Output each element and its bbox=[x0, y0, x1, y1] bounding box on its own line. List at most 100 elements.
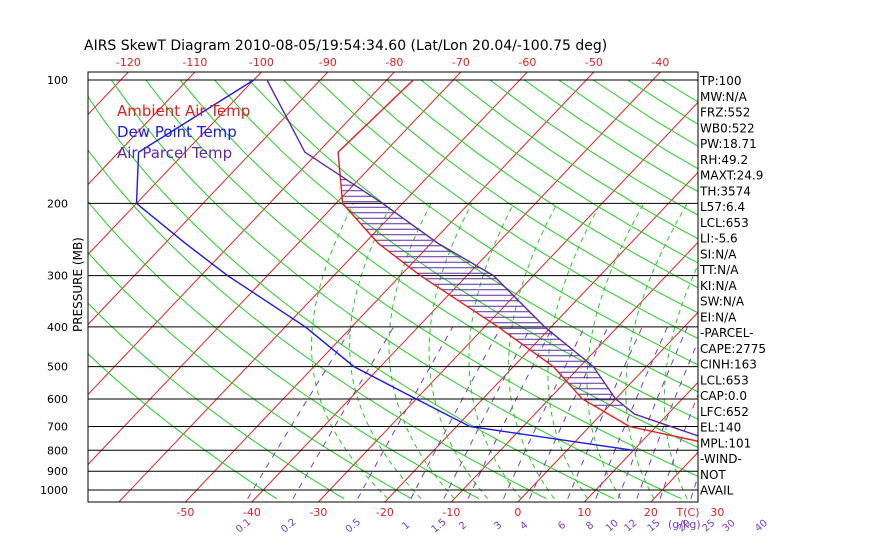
mixing-ratio-tick-label: 1 bbox=[400, 520, 412, 533]
isotherm-line bbox=[583, 381, 698, 502]
mixing-ratio-line bbox=[617, 326, 688, 499]
isotherm-line bbox=[0, 72, 62, 502]
mixing-ratio-tick-label: 10 bbox=[604, 518, 621, 535]
index-item: NOT bbox=[700, 468, 726, 482]
index-item: CAP:0.0 bbox=[700, 389, 747, 403]
dry-adiabat-line bbox=[834, 80, 870, 499]
index-item: WB0:522 bbox=[700, 121, 755, 135]
dry-adiabat-line bbox=[351, 79, 698, 314]
mixing-ratio-tick-label: 12 bbox=[622, 518, 639, 535]
dry-adiabat-line bbox=[88, 149, 547, 500]
ambient-air-temp-line bbox=[337, 79, 698, 442]
pressure-tick-label: 400 bbox=[47, 321, 68, 334]
dry-adiabat-line bbox=[214, 79, 698, 420]
moist-adiabat-line bbox=[388, 203, 455, 500]
dry-adiabat-line bbox=[248, 79, 698, 393]
moist-adiabat-line bbox=[547, 203, 601, 499]
top-temp-tick-label: -60 bbox=[518, 56, 536, 69]
moist-adiabat-line bbox=[468, 203, 522, 500]
dry-adiabat-line bbox=[455, 79, 698, 240]
dry-adiabat-line bbox=[145, 79, 698, 477]
dry-adiabat-line bbox=[283, 79, 698, 366]
index-item: MAXT:24.9 bbox=[700, 169, 763, 183]
pressure-tick-label: 700 bbox=[47, 420, 68, 433]
pressure-tick-label: 500 bbox=[47, 361, 68, 374]
mixing-ratio-tick-label: 6 bbox=[556, 520, 568, 533]
index-item: EL:140 bbox=[700, 421, 741, 435]
moist-adiabat-line bbox=[349, 203, 422, 500]
dry-adiabat-line bbox=[420, 79, 698, 264]
mixing-ratio-line bbox=[636, 340, 698, 499]
chart-title: AIRS SkewT Diagram 2010-08-05/19:54:34.6… bbox=[84, 38, 607, 54]
index-item: MW:N/A bbox=[700, 90, 748, 104]
index-item: FRZ:552 bbox=[700, 106, 750, 120]
isotherm-line bbox=[517, 311, 698, 502]
mixing-ratio-tick-label: 2 bbox=[457, 520, 469, 533]
isotherm-line bbox=[88, 72, 129, 116]
bottom-temp-tick-label: 20 bbox=[644, 506, 658, 519]
dry-adiabat-line bbox=[800, 80, 870, 499]
isotherm-line bbox=[88, 72, 329, 326]
index-item: -PARCEL- bbox=[700, 326, 754, 340]
mixing-ratio-tick-label: 40 bbox=[753, 518, 770, 535]
top-temp-tick-label: -40 bbox=[651, 56, 669, 69]
dry-adiabat-line bbox=[317, 79, 698, 340]
legend-item: Dew Point Temp bbox=[117, 123, 237, 141]
index-item: LI:-5.6 bbox=[700, 232, 738, 246]
index-item: SI:N/A bbox=[700, 247, 737, 261]
mixing-ratio-tick-label: 0.2 bbox=[279, 517, 298, 536]
index-item: LCL:653 bbox=[700, 216, 749, 230]
bottom-temp-tick-label: 30 bbox=[710, 506, 724, 519]
index-item: TH:3574 bbox=[699, 184, 751, 198]
top-temp-tick-label: -120 bbox=[116, 56, 141, 69]
dry-adiabat-line bbox=[88, 353, 278, 500]
index-item: CAPE:2775 bbox=[700, 342, 766, 356]
dry-adiabat-line bbox=[110, 79, 682, 500]
mixing-ratio-line bbox=[443, 326, 532, 499]
isotherm-line bbox=[184, 72, 595, 502]
index-item: LFC:652 bbox=[700, 405, 749, 419]
bottom-temp-tick-label: 0 bbox=[514, 506, 521, 519]
legend-item: Air Parcel Temp bbox=[117, 144, 232, 162]
isotherm-line bbox=[88, 72, 462, 466]
mixing-ratio-unit: (g/kg) bbox=[668, 518, 701, 531]
top-temp-tick-label: -70 bbox=[452, 56, 470, 69]
mixing-ratio-tick-label: 4 bbox=[518, 520, 530, 533]
moist-adiabat-line bbox=[625, 203, 688, 499]
mixing-ratio-line bbox=[357, 326, 454, 499]
isotherm-line bbox=[784, 72, 870, 502]
dry-adiabat-line bbox=[179, 79, 698, 448]
dew-point-temp-line bbox=[135, 79, 634, 451]
index-item: TT:N/A bbox=[699, 263, 739, 277]
index-item: CINH:163 bbox=[700, 358, 757, 372]
isotherm-line bbox=[450, 241, 698, 502]
pressure-tick-label: 800 bbox=[47, 444, 68, 457]
index-item: KI:N/A bbox=[700, 279, 737, 293]
background-grid bbox=[0, 72, 870, 502]
bottom-temp-tick-label: -10 bbox=[442, 506, 460, 519]
mixing-ratio-tick-label: 0.1 bbox=[234, 517, 253, 536]
bottom-temp-tick-label: -40 bbox=[243, 506, 261, 519]
temp-axis-unit: T(C) bbox=[676, 506, 700, 519]
pressure-tick-label: 200 bbox=[47, 197, 68, 210]
air-parcel-temp-line bbox=[266, 79, 698, 437]
isotherm-line bbox=[88, 72, 262, 256]
pressure-tick-label: 1000 bbox=[40, 484, 68, 497]
index-item: AVAIL bbox=[700, 484, 734, 498]
bottom-temp-tick-label: -30 bbox=[309, 506, 327, 519]
mixing-ratio-tick-label: 0.5 bbox=[344, 517, 363, 536]
dry-adiabat-line bbox=[386, 79, 698, 289]
moist-adiabat-line bbox=[774, 203, 857, 498]
profile-lines bbox=[135, 79, 698, 451]
pressure-tick-label: 300 bbox=[47, 270, 68, 283]
index-item: RH:49.2 bbox=[700, 153, 748, 167]
mixing-ratio-tick-label: 25 bbox=[701, 518, 718, 535]
mixing-ratio-line bbox=[503, 326, 586, 499]
top-temp-tick-label: -50 bbox=[585, 56, 603, 69]
mixing-ratio-line bbox=[529, 326, 609, 499]
mixing-ratio-tick-label: 8 bbox=[584, 520, 596, 533]
isotherm-line bbox=[88, 72, 196, 186]
moist-adiabat-line bbox=[663, 263, 698, 499]
